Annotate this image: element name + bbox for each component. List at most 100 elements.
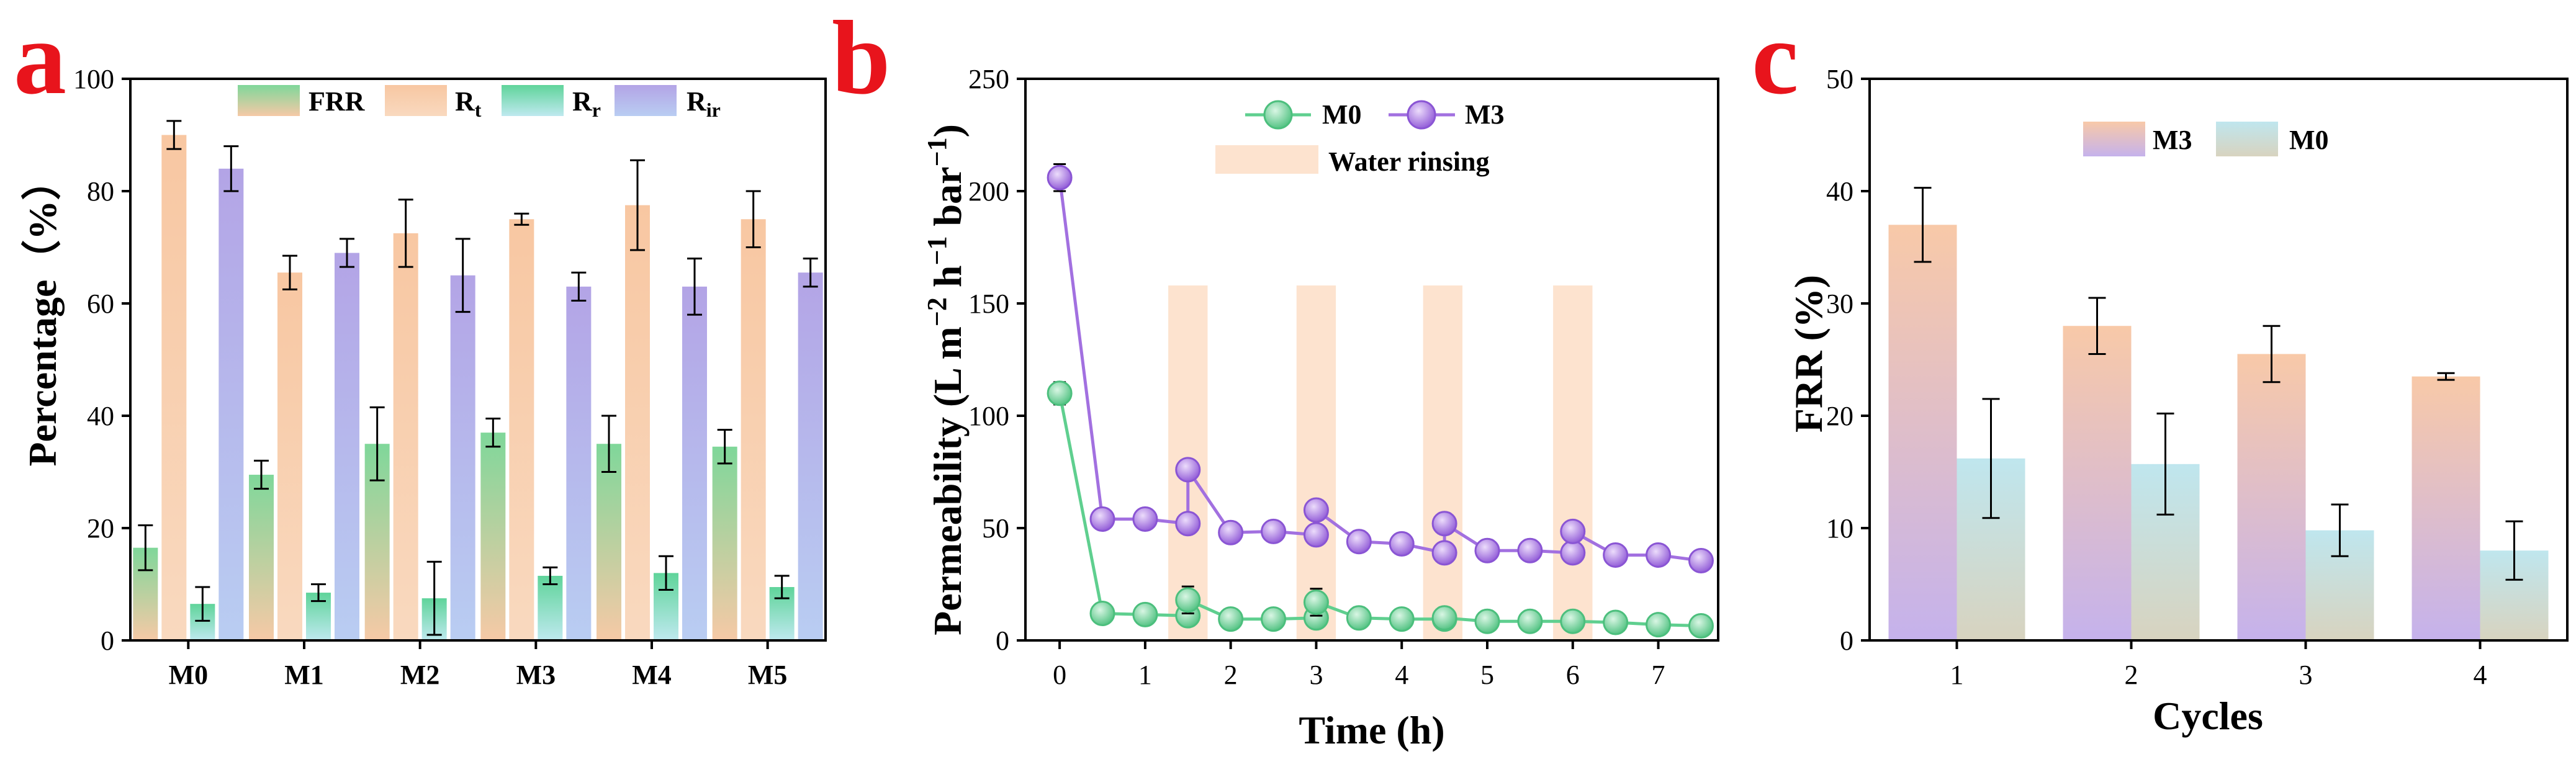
x-tick-label-m4: M4 xyxy=(632,660,672,690)
x-tick-label-3: 3 xyxy=(2299,660,2313,690)
bar-frr-m5 xyxy=(712,446,737,640)
y-tick-label-0: 0 xyxy=(1840,626,1853,656)
point-m0-14 xyxy=(1517,608,1543,634)
panel-a-axes-frame xyxy=(129,78,827,642)
point-m3-8 xyxy=(1303,497,1329,523)
panel-b-axes-frame xyxy=(1024,78,1719,642)
x-tick-label-m1: M1 xyxy=(284,660,324,690)
point-m0-17 xyxy=(1646,612,1672,638)
legend-label-m0: M0 xyxy=(1322,99,1362,130)
legend-label-rr: Rr xyxy=(572,86,601,121)
x-tick-label-2: 2 xyxy=(2125,660,2138,690)
x-tick-label-m0: M0 xyxy=(169,660,209,690)
bar-frr-m1 xyxy=(249,475,274,640)
x-tick-label-m5: M5 xyxy=(748,660,788,690)
error-bar-m3-cycle-4 xyxy=(2437,372,2455,381)
error-bar-rir-m1 xyxy=(340,238,354,268)
legend-swatch-water-rinsing xyxy=(1215,145,1318,174)
legend-swatch-rt xyxy=(385,85,447,116)
bar-rt-m4 xyxy=(625,205,650,640)
bar-m3-cycle-2 xyxy=(2063,326,2132,640)
point-m3-4 xyxy=(1175,457,1201,483)
bar-rt-m3 xyxy=(509,219,534,640)
panel-b-chart: 0 1 2 3 4 5 6 7 0 50 100 150 200 250 Time (h) Permeab… xyxy=(922,64,1719,752)
error-bar-rr-m5 xyxy=(774,575,790,599)
point-m0-6 xyxy=(1261,606,1287,632)
y-tick-label-100: 100 xyxy=(968,401,1009,431)
water-rinsing-band-3 xyxy=(1423,285,1463,640)
y-tick-label-60: 60 xyxy=(87,289,114,319)
panel-c-x-axis-title: Cycles xyxy=(2153,694,2263,738)
bar-rir-m0 xyxy=(218,168,244,640)
point-m0-10 xyxy=(1389,606,1415,632)
error-bar-frr-m3 xyxy=(485,418,501,448)
point-m0-13 xyxy=(1474,608,1500,634)
error-bar-m3-cycle-2 xyxy=(2088,297,2106,355)
error-bar-rr-m4 xyxy=(659,555,673,591)
y-tick-label-50: 50 xyxy=(982,513,1009,544)
panel-b-y-axis-title: Permeability (L m−2 h−1 bar−1) xyxy=(922,124,970,635)
legend-label-rt: Rt xyxy=(455,86,482,121)
point-m3-18 xyxy=(1646,542,1672,568)
y-tick-label-80: 80 xyxy=(87,176,114,207)
point-m3-2 xyxy=(1132,506,1158,532)
legend-label-m3: M3 xyxy=(2153,125,2192,155)
error-bar-rr-m3 xyxy=(543,566,558,585)
x-tick-label-3: 3 xyxy=(1309,660,1323,690)
point-m0-4 xyxy=(1175,587,1201,613)
error-bar-frr-m5 xyxy=(717,429,732,465)
x-tick-label-5: 5 xyxy=(1480,660,1494,690)
y-tick-label-20: 20 xyxy=(1826,401,1853,431)
y-tick-label-200: 200 xyxy=(968,176,1009,207)
series-line-m3 xyxy=(1058,177,1701,562)
point-m3-0 xyxy=(1047,164,1073,191)
y-tick-label-10: 10 xyxy=(1826,513,1853,544)
point-m3-16 xyxy=(1560,518,1586,544)
point-m0-0 xyxy=(1047,380,1073,406)
error-bar-rir-m3 xyxy=(571,271,587,302)
bar-frr-m3 xyxy=(480,433,506,640)
point-m0-2 xyxy=(1132,601,1158,627)
panel-c-axes-frame xyxy=(1868,78,2569,642)
point-m0-15 xyxy=(1560,608,1586,634)
legend-swatch-m3 xyxy=(2083,122,2145,156)
y-tick-label-20: 20 xyxy=(87,513,114,544)
x-tick-label-2: 2 xyxy=(1224,660,1238,690)
error-bar-rir-m2 xyxy=(455,238,471,313)
error-bar-frr-m0 xyxy=(138,524,153,572)
series-line-m0 xyxy=(1058,393,1701,627)
panel-c-y-axis-title: FRR (%) xyxy=(1786,275,1831,433)
bar-rt-m5 xyxy=(741,219,766,640)
error-bar-m0-cycle-1 xyxy=(1982,398,2000,519)
error-bar-rr-m0 xyxy=(195,586,210,622)
error-bar-rir-m5 xyxy=(803,258,818,288)
x-tick-label-m3: M3 xyxy=(516,660,556,690)
error-bar-rt-m3 xyxy=(514,212,529,226)
point-m3-15 xyxy=(1560,540,1586,566)
panel-c-legend: M3 M0 xyxy=(2083,122,2329,156)
error-bar-m3-cycle-3 xyxy=(2263,325,2281,384)
legend-swatch-m0 xyxy=(2216,122,2278,156)
point-m3-9 xyxy=(1346,529,1372,555)
y-tick-label-50: 50 xyxy=(1826,64,1853,94)
point-m3-3 xyxy=(1175,511,1201,537)
legend-label-rir: Rir xyxy=(687,86,721,121)
y-tick-label-250: 250 xyxy=(968,64,1009,94)
water-rinsing-band-2 xyxy=(1296,285,1336,640)
error-bar-m3-cycle-1 xyxy=(1914,187,1932,263)
point-m3-12 xyxy=(1431,511,1457,537)
point-m3-7 xyxy=(1303,522,1329,548)
error-bar-rt-m0 xyxy=(166,120,182,150)
error-bar-rt-m4 xyxy=(630,159,645,251)
y-tick-label-0: 0 xyxy=(101,626,114,656)
point-m3-11 xyxy=(1431,540,1457,566)
error-bar-m0-cycle-3 xyxy=(2331,503,2349,557)
bar-m3-cycle-4 xyxy=(2412,376,2480,640)
legend-label-m0: M0 xyxy=(2289,125,2329,155)
bar-rr-m3 xyxy=(538,575,563,640)
error-bar-rir-m0 xyxy=(223,145,239,192)
y-tick-label-0: 0 xyxy=(996,626,1009,656)
bar-m3-cycle-1 xyxy=(1888,225,1957,640)
legend-swatch-frr xyxy=(238,85,300,116)
